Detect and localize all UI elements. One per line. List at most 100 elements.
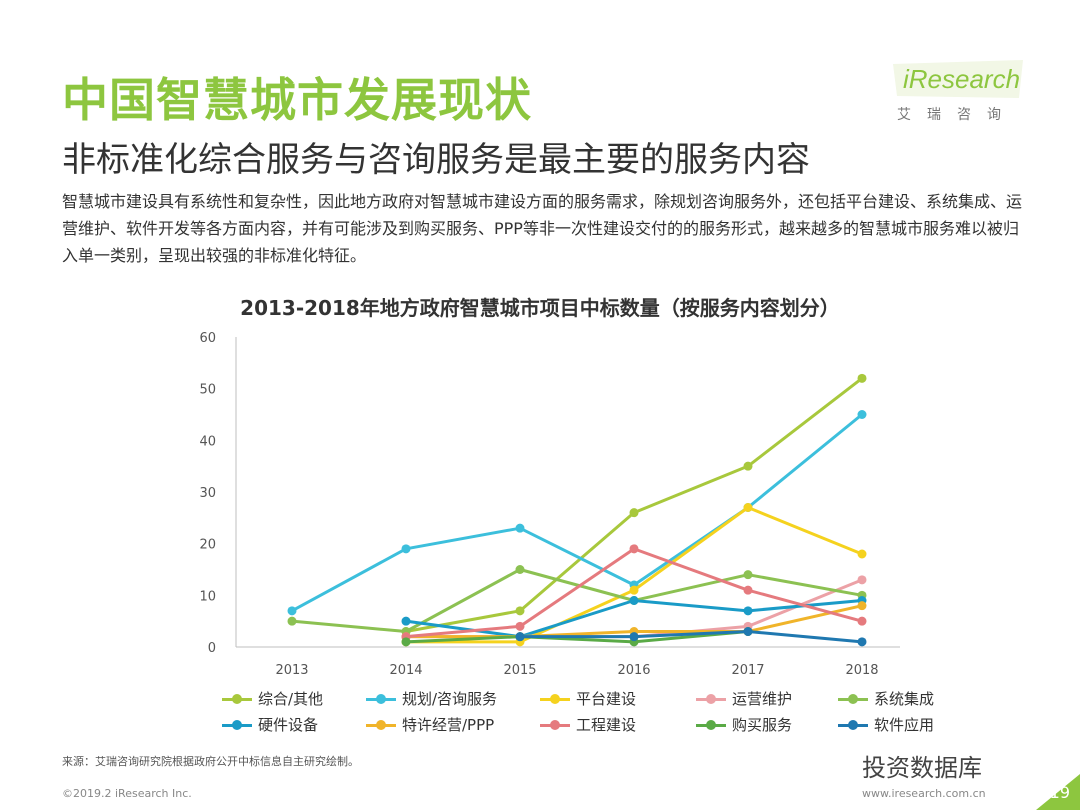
data-point xyxy=(401,544,411,554)
copyright-text: ©2019.2 iResearch Inc. xyxy=(62,787,192,800)
data-point xyxy=(857,410,867,419)
legend-swatch-dot xyxy=(706,719,716,730)
page-subtitle: 非标准化综合服务与咨询服务是最主要的服务内容 xyxy=(62,140,810,180)
data-point xyxy=(857,637,867,647)
x-tick-label: 2014 xyxy=(389,663,422,678)
x-tick-label: 2017 xyxy=(731,663,764,678)
legend-label: 工程建设 xyxy=(576,716,637,734)
data-point xyxy=(743,627,753,636)
legend-swatch-dot xyxy=(706,693,716,704)
data-point xyxy=(629,585,639,595)
website-url: www.iresearch.com.cn xyxy=(862,787,986,800)
data-point xyxy=(401,616,411,626)
logo-text: iResearch xyxy=(903,64,1021,94)
x-tick-label: 2013 xyxy=(275,663,308,678)
y-tick-label: 20 xyxy=(199,538,216,553)
legend-item: 软件应用 xyxy=(838,714,934,735)
y-tick-label: 0 xyxy=(208,641,216,656)
series-line xyxy=(291,568,863,633)
legend-swatch-dot xyxy=(848,693,858,704)
data-point xyxy=(857,575,867,585)
data-point xyxy=(743,570,753,580)
legend-swatch-dot xyxy=(848,719,858,730)
legend-swatch xyxy=(838,719,868,730)
page-corner-shape xyxy=(1036,774,1080,810)
legend-swatch xyxy=(222,693,252,704)
legend-swatch xyxy=(838,693,868,704)
legend-swatch-dot xyxy=(232,719,242,730)
iresearch-logo: iResearch 艾瑞咨询 xyxy=(893,60,1023,124)
data-point xyxy=(287,616,297,626)
series-line xyxy=(520,630,863,644)
x-tick-label: 2015 xyxy=(503,663,536,678)
legend-item: 平台建设 xyxy=(540,688,636,709)
data-point xyxy=(629,544,639,554)
legend-swatch-dot xyxy=(550,719,560,730)
data-point xyxy=(515,632,525,642)
y-tick-label: 40 xyxy=(199,434,216,449)
data-point xyxy=(743,503,753,512)
data-point xyxy=(515,523,525,533)
legend-label: 平台建设 xyxy=(576,690,637,708)
data-point xyxy=(629,632,639,642)
legend-swatch-dot xyxy=(550,693,560,704)
legend-item: 综合/其他 xyxy=(222,688,323,709)
data-point xyxy=(515,565,525,574)
legend-label: 软件应用 xyxy=(874,716,935,734)
y-tick-label: 10 xyxy=(199,589,216,604)
logo-subtext: 艾瑞咨询 xyxy=(897,107,1017,123)
legend-item: 购买服务 xyxy=(696,714,792,735)
legend-label: 特许经营/PPP xyxy=(402,716,495,734)
chart-title: 2013-2018年地方政府智慧城市项目中标数量（按服务内容划分） xyxy=(240,296,840,320)
legend-item: 系统集成 xyxy=(838,688,934,709)
series-line xyxy=(291,413,863,613)
y-tick-label: 50 xyxy=(199,383,216,398)
legend-swatch xyxy=(540,693,570,704)
legend-item: 运营维护 xyxy=(696,688,792,709)
series-line xyxy=(405,630,749,644)
legend-item: 硬件设备 xyxy=(222,714,318,735)
x-tick-label: 2016 xyxy=(617,663,650,678)
data-point xyxy=(857,549,867,559)
legend-swatch xyxy=(222,719,252,730)
data-point xyxy=(515,606,525,616)
legend-label: 运营维护 xyxy=(732,690,793,708)
data-point xyxy=(515,621,525,631)
logo-banner-shape xyxy=(893,60,1023,98)
data-point xyxy=(401,637,411,647)
y-tick-label: 60 xyxy=(199,331,216,346)
legend-swatch xyxy=(696,693,726,704)
legend-label: 购买服务 xyxy=(732,716,793,734)
legend-item: 特许经营/PPP xyxy=(366,714,494,735)
legend-swatch xyxy=(540,719,570,730)
legend-label: 系统集成 xyxy=(874,690,935,708)
data-point xyxy=(743,585,753,595)
legend-label: 硬件设备 xyxy=(258,716,319,734)
data-point xyxy=(629,596,639,605)
data-point xyxy=(287,606,297,616)
legend-item: 工程建设 xyxy=(540,714,636,735)
legend-swatch-dot xyxy=(376,693,386,704)
data-point xyxy=(743,461,753,471)
legend-swatch xyxy=(366,719,396,730)
legend-swatch xyxy=(366,693,396,704)
y-tick-label: 30 xyxy=(199,486,216,501)
data-point xyxy=(857,616,867,626)
data-point xyxy=(857,373,867,383)
data-point xyxy=(629,508,639,518)
legend-label: 规划/咨询服务 xyxy=(402,690,498,708)
legend-label: 综合/其他 xyxy=(258,690,324,708)
page-title: 中国智慧城市发展现状 xyxy=(62,73,532,127)
data-point xyxy=(743,606,753,616)
legend-item: 规划/咨询服务 xyxy=(366,688,497,709)
legend-swatch xyxy=(696,719,726,730)
source-note: 来源：艾瑞咨询研究院根据政府公开中标信息自主研究绘制。 xyxy=(62,755,359,768)
watermark-text: 投资数据库 xyxy=(862,754,982,782)
page-number: 19 xyxy=(1049,783,1070,802)
intro-paragraph: 智慧城市建设具有系统性和复杂性，因此地方政府对智慧城市建设方面的服务需求，除规划… xyxy=(62,192,1023,265)
x-tick-label: 2018 xyxy=(845,663,878,678)
legend-swatch-dot xyxy=(232,693,242,704)
legend-swatch-dot xyxy=(376,719,386,730)
data-point xyxy=(857,601,867,611)
